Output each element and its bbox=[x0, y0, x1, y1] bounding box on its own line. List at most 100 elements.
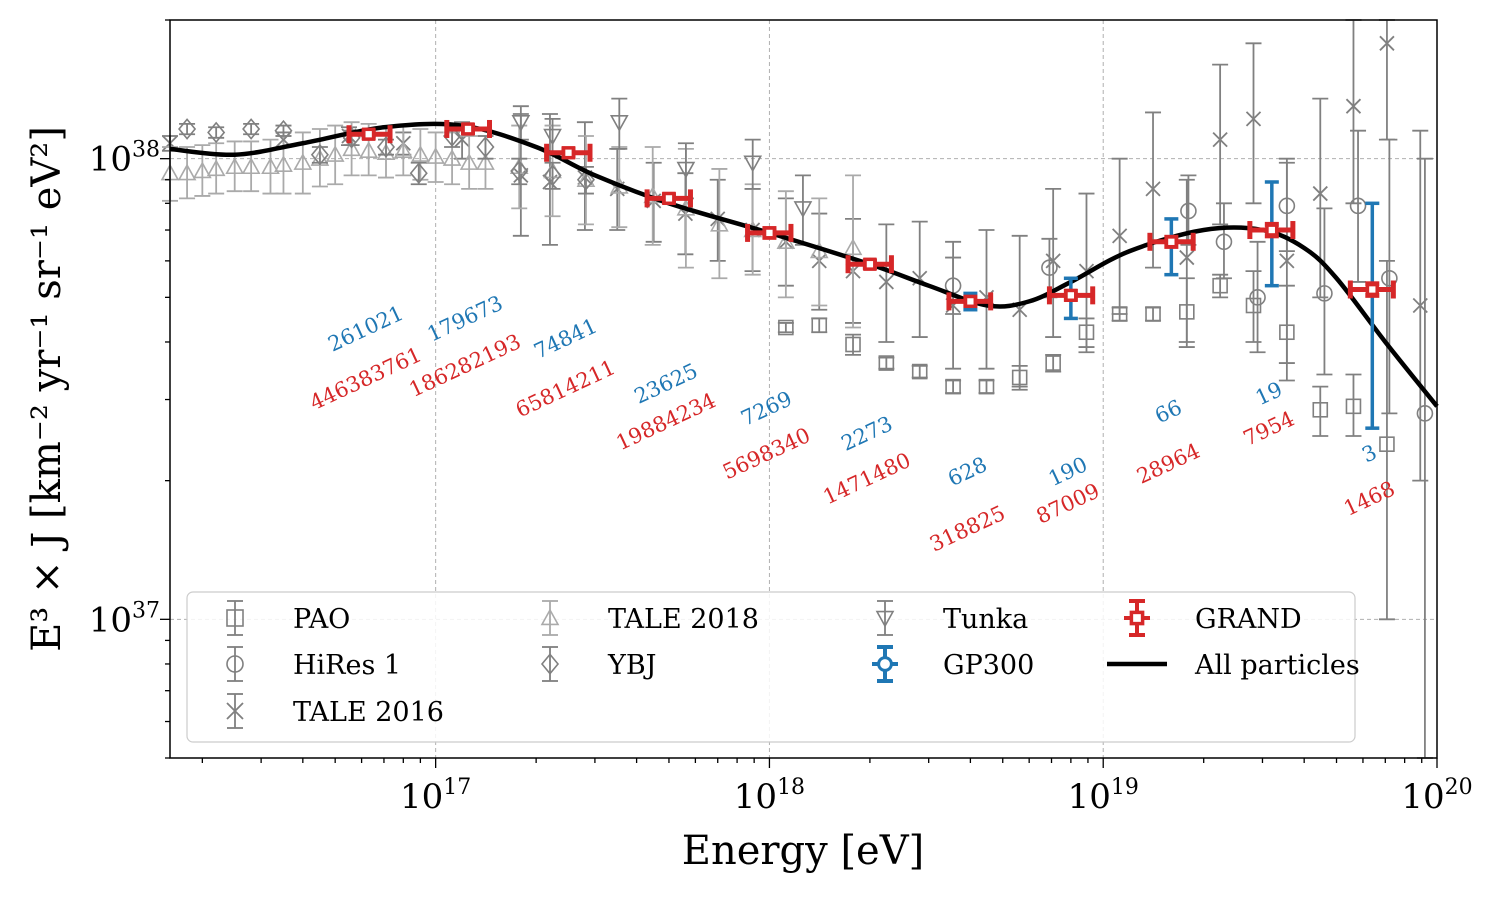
tale-2018-point bbox=[393, 141, 413, 159]
tale-2018-point bbox=[293, 153, 313, 170]
ybj-point bbox=[178, 118, 197, 140]
all-particles-curve bbox=[169, 121, 1439, 408]
grand-event-count: 19884234 bbox=[612, 388, 719, 455]
gp300-event-count: 628 bbox=[944, 452, 990, 491]
ybj-point bbox=[576, 168, 595, 191]
gp300-event-count: 66 bbox=[1151, 395, 1185, 428]
tale-2018-point bbox=[325, 145, 345, 162]
legend-label-ybj: YBJ bbox=[607, 650, 657, 681]
all-particles-curve-group bbox=[169, 121, 1439, 408]
legend-marker-gp300 bbox=[877, 656, 893, 672]
legend-label-tunka: Tunka bbox=[943, 604, 1028, 635]
tale-2018-point bbox=[843, 238, 863, 256]
pao-point bbox=[1312, 402, 1329, 418]
tale-2016-point bbox=[1345, 98, 1362, 114]
tale-2016-point bbox=[1045, 253, 1061, 269]
ybj-point bbox=[510, 160, 529, 182]
pao-point bbox=[1345, 398, 1362, 415]
tale-2018-point bbox=[342, 139, 361, 157]
x-tick-label: 1018 bbox=[734, 775, 805, 817]
grand-event-count: 5698340 bbox=[719, 423, 814, 484]
tunka-point bbox=[511, 114, 531, 132]
legend: PAO HiRes 1 TALE 2016 TALE 2018 YBJ Tunka GP30… bbox=[186, 591, 1360, 743]
legend-box bbox=[186, 591, 1356, 743]
pao-point bbox=[1245, 297, 1262, 314]
tale-2018-point bbox=[476, 153, 495, 170]
grand-event-count: 1471480 bbox=[819, 448, 914, 509]
tale-2016-point bbox=[878, 274, 894, 290]
legend-marker-pao bbox=[226, 609, 244, 627]
gp300-event-count: 261021 bbox=[324, 301, 407, 357]
grand-event-count: 87009 bbox=[1033, 479, 1104, 529]
plot-frame bbox=[169, 19, 1438, 759]
x-tick-label: 1017 bbox=[400, 775, 471, 817]
grand-point bbox=[561, 146, 576, 160]
hires-1-point bbox=[1180, 202, 1197, 220]
hires-1-point bbox=[1349, 197, 1367, 215]
hires-1-point bbox=[1249, 289, 1266, 306]
tale-2018-point bbox=[225, 157, 245, 175]
tunka-point bbox=[676, 161, 696, 179]
hires-1-point bbox=[1316, 285, 1333, 302]
tale-2016-point bbox=[1112, 228, 1128, 244]
ybj-point bbox=[476, 136, 495, 158]
ybj-point bbox=[310, 143, 329, 166]
ybj-point bbox=[242, 118, 261, 140]
tunka-point bbox=[793, 201, 813, 219]
legend-marker-tunka bbox=[875, 610, 895, 628]
tale-2016-point bbox=[1212, 131, 1228, 148]
grand-point bbox=[963, 294, 978, 309]
grand-point bbox=[1265, 223, 1279, 237]
tale-2016-point bbox=[1379, 35, 1395, 51]
legend-marker-hires-1 bbox=[226, 655, 244, 673]
pao-point bbox=[978, 378, 995, 395]
pao-point bbox=[1379, 436, 1395, 452]
tale-2018-point bbox=[411, 145, 430, 162]
y-tick-label: 1038 bbox=[89, 138, 160, 180]
tale-2018-point bbox=[241, 157, 261, 175]
grand-event-count: 186282193 bbox=[405, 329, 524, 402]
x-tick-label: 1020 bbox=[1401, 775, 1472, 817]
grand-point bbox=[1164, 235, 1178, 249]
grand-event-count: 318825 bbox=[926, 501, 1009, 557]
legend-marker-tale-2018 bbox=[540, 608, 560, 626]
legend-label-tale-2016: TALE 2016 bbox=[293, 697, 444, 728]
grand-event-count: 7954 bbox=[1240, 406, 1299, 450]
pao-point bbox=[911, 363, 928, 380]
legend-label-gp300: GP300 bbox=[943, 650, 1034, 681]
tale-2018-point bbox=[274, 155, 293, 172]
legend-label-hires-1: HiRes 1 bbox=[293, 650, 401, 681]
gp300-event-count: 74841 bbox=[530, 314, 601, 364]
ybj-point bbox=[409, 162, 428, 185]
grand-event-count: 1468 bbox=[1340, 476, 1399, 520]
axis-ticks: 1017 1018 1019 1020 1037 1038 bbox=[89, 19, 1473, 817]
ybj-point bbox=[207, 121, 226, 144]
tale-2018-point bbox=[459, 153, 479, 170]
grand-points bbox=[346, 119, 1396, 430]
grand-point bbox=[1064, 288, 1078, 303]
hires-1-point bbox=[1381, 269, 1398, 287]
x-tick-label: 1019 bbox=[1068, 775, 1139, 817]
legend-label-tale-2018: TALE 2018 bbox=[608, 604, 759, 635]
x-axis-title: Energy [eV] bbox=[682, 828, 924, 874]
tunka-point bbox=[743, 155, 763, 173]
grand-point bbox=[762, 226, 777, 240]
grand-point bbox=[1365, 282, 1379, 297]
legend-label-pao: PAO bbox=[293, 604, 350, 635]
tale-2016-point bbox=[1279, 253, 1295, 269]
tale-2016-point bbox=[1312, 185, 1328, 202]
ybj-point bbox=[543, 164, 562, 187]
tunka-point bbox=[609, 114, 629, 132]
tale-2018-point bbox=[261, 157, 280, 175]
gp300-event-count: 7269 bbox=[737, 386, 796, 430]
gp300-event-count: 3 bbox=[1358, 440, 1380, 467]
y-tick-label: 1037 bbox=[89, 598, 160, 640]
hires-1-point bbox=[1416, 405, 1434, 422]
pao-point bbox=[778, 319, 794, 336]
tale-2016-point bbox=[1245, 111, 1262, 127]
hires-1-point bbox=[1215, 233, 1233, 251]
tale-2016-point bbox=[1179, 249, 1195, 266]
tale-2018-point bbox=[426, 147, 446, 164]
tale-2016-point bbox=[1145, 181, 1161, 197]
